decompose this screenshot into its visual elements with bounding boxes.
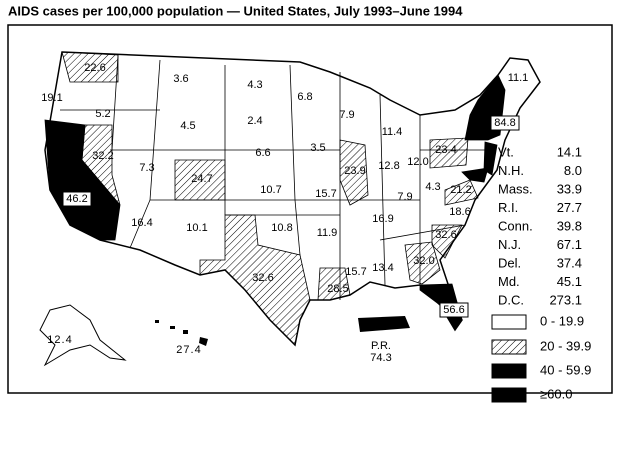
state-value: 12.0 xyxy=(407,156,428,168)
state-value: 2.4 xyxy=(247,115,262,127)
state-value: 24.7 xyxy=(191,173,212,185)
side-state: R.I. xyxy=(498,200,518,215)
legend-swatch xyxy=(491,363,527,379)
state-value: 32.6 xyxy=(252,272,273,284)
state-value: 15.7 xyxy=(345,266,366,278)
side-value: 14.1 xyxy=(557,144,582,159)
side-value: 39.8 xyxy=(557,218,582,233)
state-value: 28.5 xyxy=(327,283,348,295)
side-value: 33.9 xyxy=(557,181,582,196)
state-value: 4.3 xyxy=(425,181,440,193)
state-value: 13.4 xyxy=(372,262,393,274)
legend-label: 0 - 19.9 xyxy=(540,313,584,328)
state-value: 15.7 xyxy=(315,188,336,200)
hawaii-value: 27.4 xyxy=(176,344,201,356)
side-state: Vt. xyxy=(498,144,514,159)
state-value: 46.2 xyxy=(66,193,87,205)
puerto-rico-shape xyxy=(358,316,410,332)
state-borders xyxy=(60,54,490,300)
map-title: AIDS cases per 100,000 population — Unit… xyxy=(8,3,463,18)
state-value: 10.1 xyxy=(186,222,207,234)
pr-name: P.R. xyxy=(371,340,391,352)
hawaii-shapes xyxy=(155,320,208,346)
side-state: N.H. xyxy=(498,163,524,178)
state-value: 7.3 xyxy=(139,162,154,174)
legend-label: 20 - 39.9 xyxy=(540,338,591,353)
pr-value: 74.3 xyxy=(370,352,391,364)
state-value: 22.6 xyxy=(84,62,105,74)
side-value: 37.4 xyxy=(557,255,582,270)
side-state: Conn. xyxy=(498,218,533,233)
state-value: 16.9 xyxy=(372,213,393,225)
state-value: 7.9 xyxy=(397,191,412,203)
state-value: 84.8 xyxy=(494,117,515,129)
legend-swatch xyxy=(491,387,527,403)
state-value: 32.2 xyxy=(92,150,113,162)
state-value: 10.7 xyxy=(260,184,281,196)
state-value: 21.2 xyxy=(450,184,471,196)
state-value: 6.8 xyxy=(297,91,312,103)
side-value: 273.1 xyxy=(549,292,582,307)
state-value: 11.1 xyxy=(508,72,529,84)
state-value: 16.4 xyxy=(131,217,152,229)
alaska-value: 12.4 xyxy=(47,334,72,346)
state-value: 23.4 xyxy=(435,144,456,156)
state-value: 6.6 xyxy=(255,147,270,159)
side-state: N.J. xyxy=(498,237,521,252)
alaska-shape xyxy=(39,304,127,367)
side-state: Del. xyxy=(498,255,521,270)
label-box xyxy=(62,191,92,207)
side-state: Mass. xyxy=(498,181,533,196)
state-value: 11.9 xyxy=(317,227,338,239)
state-value: 3.5 xyxy=(310,142,325,154)
legend-swatch xyxy=(491,339,527,355)
state-value: 19.1 xyxy=(41,92,62,104)
legend-swatch xyxy=(491,314,527,330)
frame xyxy=(7,24,613,394)
state-value: 3.6 xyxy=(173,73,188,85)
side-value: 45.1 xyxy=(557,274,582,289)
state-value: 11.4 xyxy=(382,126,403,138)
legend-label: ≥60.0 xyxy=(540,386,572,401)
label-box xyxy=(439,302,469,318)
legend-label: 40 - 59.9 xyxy=(540,362,591,377)
state-value: 56.6 xyxy=(443,304,464,316)
label-box xyxy=(490,115,520,131)
side-state: D.C. xyxy=(498,292,524,307)
side-value: 8.0 xyxy=(564,163,582,178)
side-state: Md. xyxy=(498,274,520,289)
state-value: 10.8 xyxy=(271,222,292,234)
side-value: 27.7 xyxy=(557,200,582,215)
state-value: 5.2 xyxy=(95,108,110,120)
state-value: 18.6 xyxy=(449,206,470,218)
legend xyxy=(491,314,527,403)
state-value: 32.6 xyxy=(435,229,456,241)
state-value: 4.3 xyxy=(247,79,262,91)
state-value: 4.5 xyxy=(180,120,195,132)
side-value: 67.1 xyxy=(557,237,582,252)
state-value: 7.9 xyxy=(339,109,354,121)
state-value: 23.9 xyxy=(344,165,365,177)
state-value: 32.0 xyxy=(413,255,434,267)
state-value: 12.8 xyxy=(378,160,399,172)
